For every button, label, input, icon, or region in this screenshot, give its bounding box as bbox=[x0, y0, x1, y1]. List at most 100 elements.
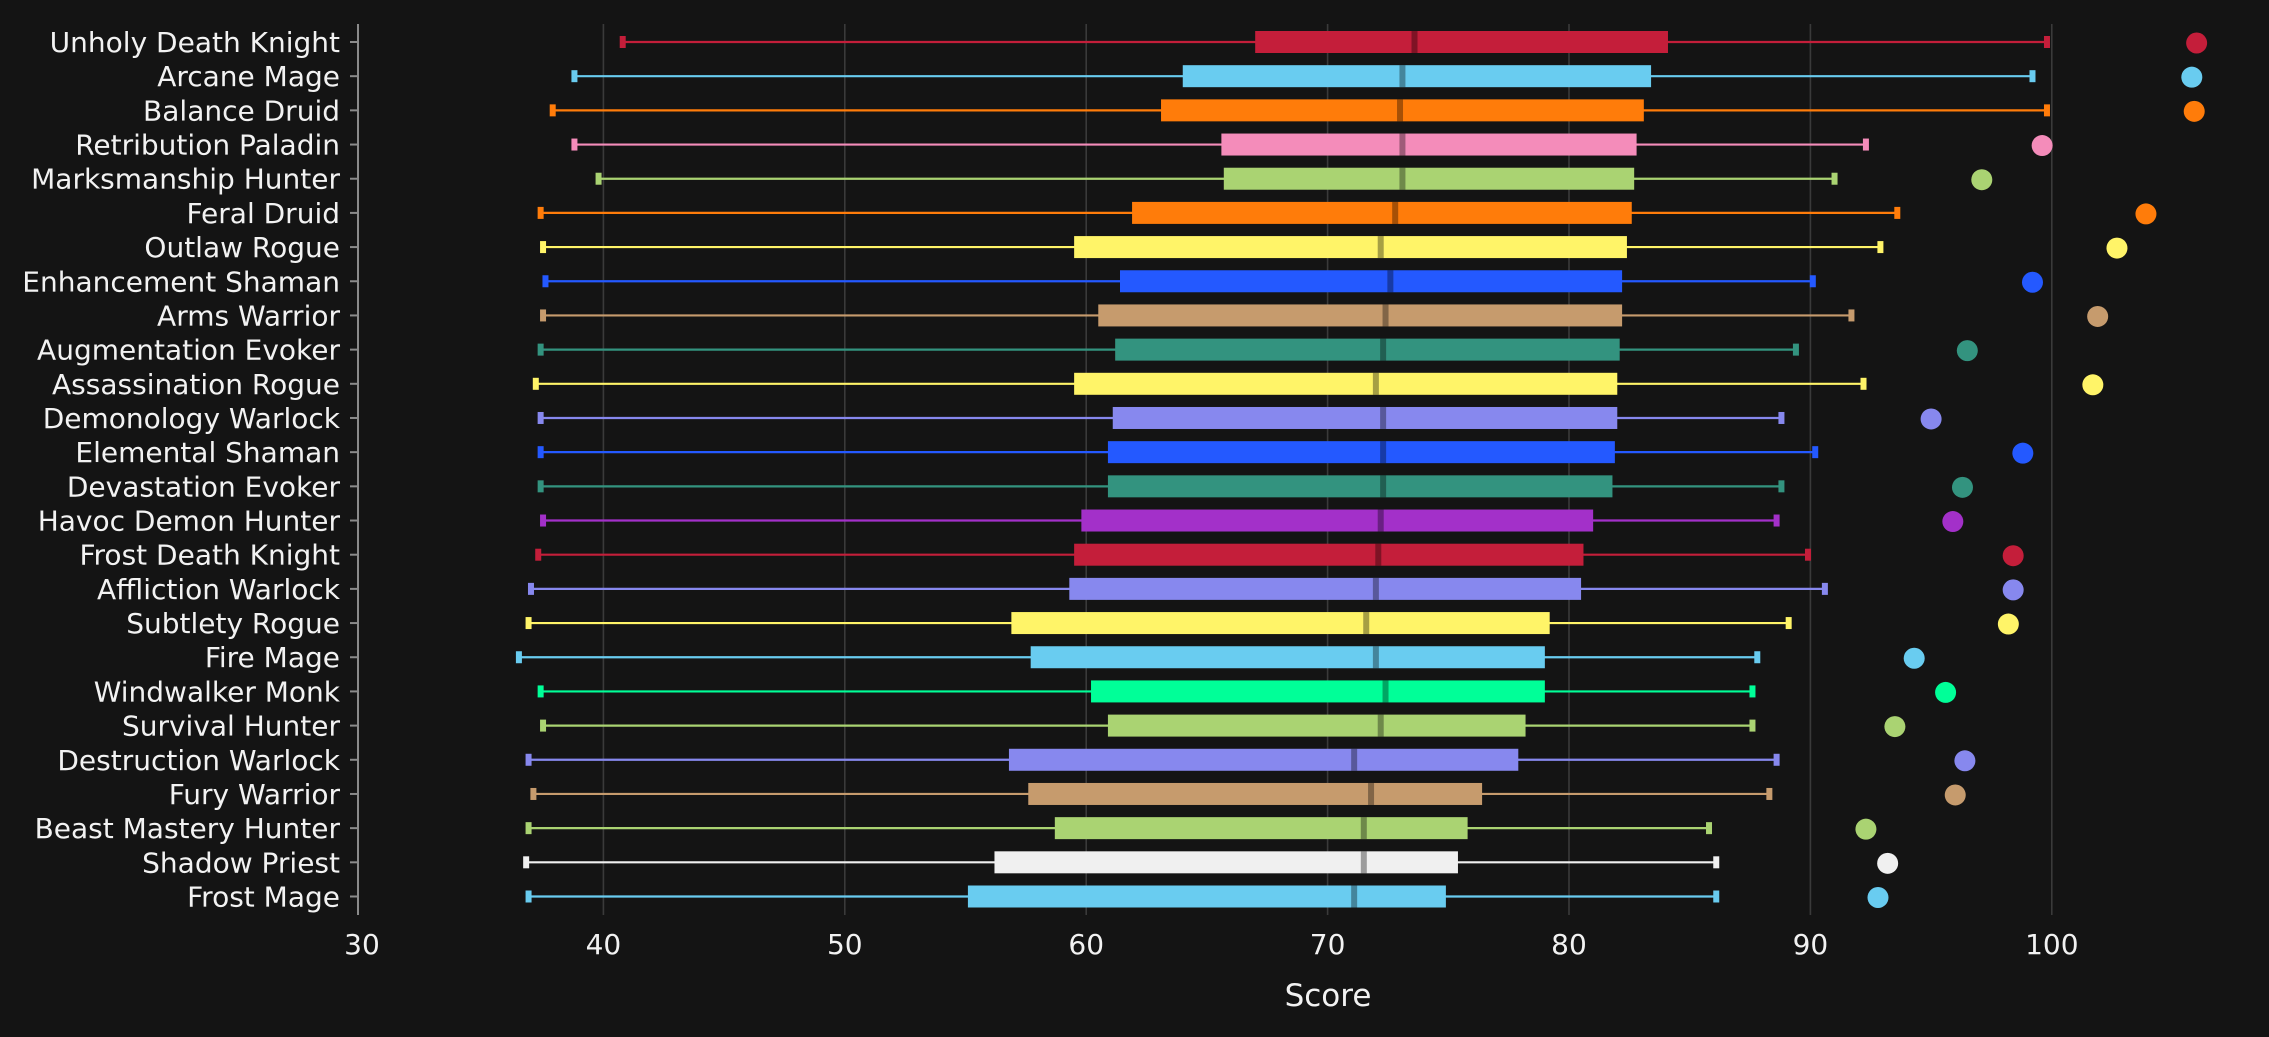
y-tick-label: Arms Warrior bbox=[157, 299, 340, 332]
median-marker bbox=[1382, 304, 1389, 327]
y-tick-label: Frost Mage bbox=[187, 881, 340, 914]
box-2 bbox=[549, 99, 2205, 122]
whisker-cap-min bbox=[537, 446, 544, 459]
whisker-cap-max bbox=[1792, 343, 1799, 356]
x-tick-label: 60 bbox=[1068, 928, 1104, 961]
outlier-point bbox=[1944, 784, 1966, 806]
whisker-cap-max bbox=[2029, 70, 2036, 83]
outlier-point bbox=[1903, 647, 1925, 669]
whisker-cap-max bbox=[1809, 275, 1816, 288]
whisker-cap-min bbox=[542, 275, 549, 288]
whisker-cap-min bbox=[619, 36, 626, 48]
box-iqr bbox=[1107, 475, 1613, 498]
median-marker bbox=[1377, 509, 1384, 532]
whisker-cap-min bbox=[549, 104, 556, 117]
median-marker bbox=[1380, 475, 1387, 498]
x-tick-label: 30 bbox=[344, 928, 380, 961]
y-tick-label: Subtlety Rogue bbox=[126, 607, 340, 640]
whisker-cap-max bbox=[1785, 617, 1792, 630]
y-tick-label: Elemental Shaman bbox=[75, 436, 340, 469]
whisker-cap-min bbox=[530, 787, 537, 800]
outlier-point bbox=[1971, 169, 1993, 191]
outlier-point bbox=[2012, 442, 2034, 464]
whisker-cap-min bbox=[525, 890, 532, 903]
y-tick-label: Outlaw Rogue bbox=[144, 231, 340, 264]
whisker-cap-min bbox=[525, 822, 532, 835]
box-iqr bbox=[1182, 65, 1652, 88]
box-18 bbox=[515, 646, 1925, 669]
box-23 bbox=[525, 817, 1877, 840]
box-0 bbox=[619, 31, 2208, 54]
outlier-point bbox=[2002, 579, 2024, 601]
whisker-cap-max bbox=[1778, 480, 1785, 493]
whisker-cap-min bbox=[540, 241, 547, 254]
whisker-cap-max bbox=[1766, 787, 1773, 800]
median-marker bbox=[1360, 851, 1367, 874]
box-iqr bbox=[1091, 680, 1545, 703]
box-iqr bbox=[1074, 372, 1618, 395]
box-iqr bbox=[1161, 99, 1644, 122]
y-tick-label: Unholy Death Knight bbox=[50, 26, 340, 59]
box-iqr bbox=[1255, 31, 1668, 53]
whisker-cap-min bbox=[540, 309, 547, 322]
outlier-point bbox=[2183, 100, 2205, 122]
median-marker bbox=[1387, 270, 1394, 293]
y-tick-label: Devastation Evoker bbox=[67, 470, 341, 503]
y-tick-label: Destruction Warlock bbox=[57, 744, 340, 777]
outlier-point bbox=[1956, 340, 1978, 362]
box-iqr bbox=[1132, 201, 1632, 224]
whisker-cap-min bbox=[532, 377, 539, 390]
whisker-cap-max bbox=[1706, 822, 1713, 835]
box-iqr bbox=[1221, 133, 1637, 156]
whisker-cap-max bbox=[2043, 36, 2050, 48]
box-iqr bbox=[1028, 782, 1483, 805]
outlier-point bbox=[1951, 476, 1973, 498]
y-tick-label: Feral Druid bbox=[186, 197, 340, 230]
median-marker bbox=[1380, 406, 1387, 429]
y-tick-label: Survival Hunter bbox=[122, 710, 341, 743]
whisker-cap-min bbox=[571, 70, 578, 83]
whisker-cap-max bbox=[1821, 582, 1828, 595]
box-iqr bbox=[1081, 509, 1594, 532]
outlier-point bbox=[1935, 681, 1957, 703]
box-iqr bbox=[994, 851, 1458, 874]
median-marker bbox=[1399, 65, 1406, 88]
whisker-cap-max bbox=[1877, 241, 1884, 254]
outlier-point bbox=[1855, 818, 1877, 840]
y-tick-label: Balance Druid bbox=[143, 94, 340, 127]
whisker-cap-max bbox=[1848, 309, 1855, 322]
whisker-cap-max bbox=[1778, 411, 1785, 424]
outlier-point bbox=[2002, 545, 2024, 567]
axes: 30 40 50 60 70 80 90 100 Unholy Death KnightArca… bbox=[22, 24, 2079, 961]
median-marker bbox=[1351, 748, 1358, 771]
whisker-cap-max bbox=[1812, 446, 1819, 459]
grid-lines bbox=[602, 24, 2053, 915]
whisker-cap-min bbox=[537, 685, 544, 698]
y-tick-label: Enhancement Shaman bbox=[22, 265, 340, 298]
box-iqr bbox=[1054, 817, 1468, 840]
median-marker bbox=[1372, 646, 1379, 669]
outlier-point bbox=[2031, 135, 2053, 157]
x-tick-label: 50 bbox=[827, 928, 863, 961]
outlier-point bbox=[2135, 203, 2157, 225]
median-marker bbox=[1399, 167, 1406, 190]
y-tick-label: Augmentation Evoker bbox=[37, 334, 340, 367]
box-iqr bbox=[1115, 338, 1620, 361]
box-24 bbox=[523, 851, 1899, 874]
box-5 bbox=[537, 201, 2157, 225]
box-iqr bbox=[1223, 167, 1635, 190]
box-iqr bbox=[1107, 441, 1615, 464]
y-tick-label: Frost Death Knight bbox=[79, 539, 340, 572]
outlier-point bbox=[1877, 852, 1899, 874]
box-13 bbox=[537, 475, 1973, 498]
median-marker bbox=[1377, 714, 1384, 737]
box-9 bbox=[537, 338, 1978, 362]
box-iqr bbox=[1030, 646, 1545, 669]
y-tick-label: Affliction Warlock bbox=[97, 573, 341, 606]
x-axis-label: Score bbox=[1285, 978, 1372, 1014]
box-19 bbox=[537, 680, 1957, 703]
median-marker bbox=[1377, 236, 1384, 259]
outlier-point bbox=[2106, 237, 2128, 259]
